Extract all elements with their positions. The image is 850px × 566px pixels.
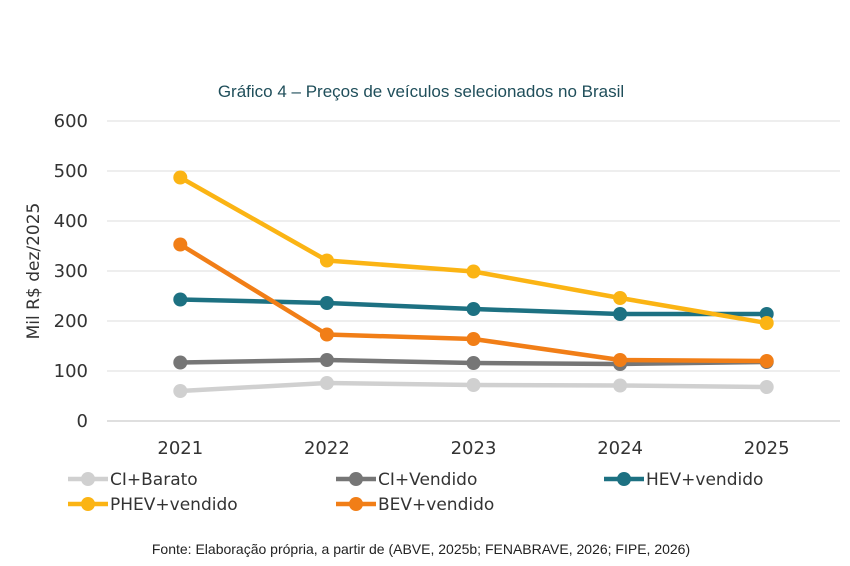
data-point (466, 264, 481, 279)
legend-label: BEV+vendido (378, 495, 494, 515)
x-axis-ticks: 2021 2022 2023 2024 2025 (157, 438, 789, 459)
data-point (613, 307, 628, 321)
data-point (319, 327, 334, 342)
legend-item: PHEV+vendido (68, 495, 238, 515)
y-tick-label: 600 (54, 111, 88, 132)
legend-label: PHEV+vendido (110, 495, 238, 515)
data-point (466, 302, 481, 316)
data-point (613, 353, 628, 367)
legend-swatch-marker (81, 497, 95, 511)
series-bev-vendido (173, 237, 774, 368)
chart-title: Gráfico 4 – Preços de veículos seleciona… (218, 82, 624, 101)
legend-swatch-marker (617, 472, 631, 486)
legend-swatch-marker (349, 472, 363, 486)
y-tick-label: 300 (54, 261, 88, 282)
legend-swatch-marker (81, 472, 95, 486)
data-point (319, 296, 334, 310)
y-axis-label: Mil R$ dez/2025 (24, 203, 44, 340)
series-lines (173, 170, 774, 398)
series-ci-vendido (173, 353, 774, 371)
y-tick-label: 500 (54, 161, 88, 182)
x-tick-label: 2024 (597, 438, 643, 459)
y-tick-label: 200 (54, 311, 88, 332)
y-axis-ticks: 0 100 200 300 400 500 600 (54, 111, 88, 432)
gridlines (107, 120, 840, 422)
x-tick-label: 2023 (451, 438, 497, 459)
legend-item: CI+Barato (68, 470, 198, 490)
data-point (173, 355, 188, 370)
data-point (319, 376, 334, 390)
legend-label: CI+Barato (110, 470, 198, 490)
x-tick-label: 2022 (304, 438, 350, 459)
data-point (173, 237, 188, 252)
series-ci-barato (173, 376, 774, 398)
data-point (173, 384, 188, 398)
data-point (173, 170, 188, 185)
data-point (613, 378, 628, 393)
legend-item: HEV+vendido (604, 470, 763, 490)
data-point (319, 253, 334, 268)
data-point (759, 380, 774, 394)
y-tick-label: 0 (77, 411, 88, 432)
x-tick-label: 2025 (744, 438, 790, 459)
data-point (173, 292, 188, 307)
legend-swatch-marker (349, 497, 363, 511)
y-tick-label: 100 (54, 361, 88, 382)
source-note: Fonte: Elaboração própria, a partir de (… (152, 541, 690, 557)
legend: CI+Barato CI+Vendido HEV+vendido PHEV+vendi… (68, 470, 763, 515)
y-tick-label: 400 (54, 211, 88, 232)
data-point (319, 353, 334, 367)
legend-item: CI+Vendido (336, 470, 477, 490)
data-point (759, 316, 774, 330)
data-point (613, 291, 628, 305)
legend-label: HEV+vendido (646, 470, 763, 490)
data-point (759, 354, 774, 368)
legend-item: BEV+vendido (336, 495, 494, 515)
data-point (466, 356, 481, 370)
series-phev-vendido (173, 170, 774, 330)
data-point (466, 378, 481, 392)
legend-label: CI+Vendido (378, 470, 477, 490)
data-point (466, 332, 481, 346)
x-tick-label: 2021 (157, 438, 203, 459)
